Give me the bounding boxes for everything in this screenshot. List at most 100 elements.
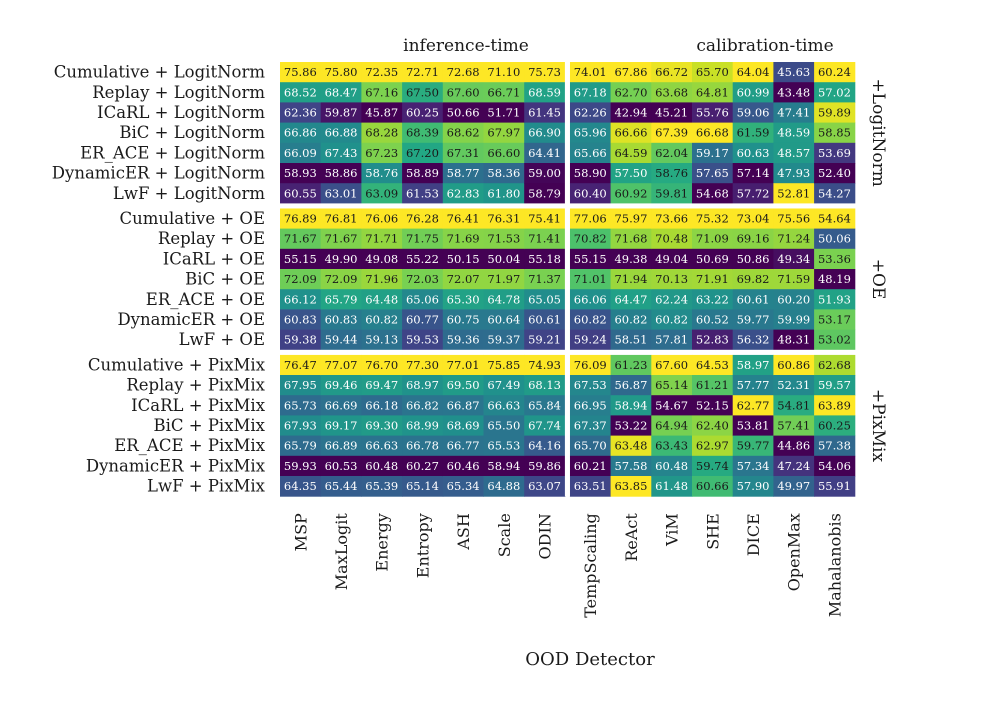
cell-value-label: 58.86 [325,166,358,180]
heatmap-cell [732,82,774,103]
heatmap-cell [320,289,362,310]
heatmap-cell [483,354,525,376]
cell-value-label: 66.69 [325,398,358,412]
cell-value-label: 59.77 [737,439,770,453]
cell-value-label: 64.47 [614,292,647,306]
cell-value-label: 72.09 [284,272,317,286]
heatmap-cell [280,309,322,331]
cell-value-label: 76.28 [406,212,439,226]
heatmap-cell [773,248,815,270]
heatmap-cell [320,62,362,83]
cell-value-label: 60.75 [447,313,480,327]
cell-value-label: 52.83 [696,333,729,347]
heatmap-cell [402,329,444,351]
cell-value-label: 65.14 [655,378,688,392]
cell-value-label: 58.97 [737,358,770,372]
column-label: Scale [495,513,514,557]
heatmap-cell [610,62,652,83]
cell-value-label: 53.22 [614,419,647,433]
heatmap-cell [732,395,774,416]
cell-value-label: 66.88 [325,126,358,140]
heatmap-cell [610,375,652,396]
heatmap-cell [280,163,322,184]
heatmap-cell [651,248,693,270]
cell-value-label: 65.30 [447,292,480,306]
heatmap-cell [280,354,322,376]
heatmap-cell [732,122,774,144]
cell-value-label: 53.69 [818,146,851,160]
heatmap-cell [773,163,815,184]
heatmap-cell [692,289,734,310]
cell-value-label: 68.28 [365,126,398,140]
heatmap-cell [280,248,322,270]
cell-value-label: 75.73 [528,65,561,79]
cell-value-label: 49.04 [655,252,688,266]
column-label: MSP [291,513,310,551]
heatmap-cell [732,415,774,437]
cell-value-label: 66.87 [447,398,480,412]
cell-value-label: 62.97 [696,439,729,453]
heatmap-cell [483,82,525,103]
heatmap-cell [361,269,403,290]
heatmap-cell [732,329,774,351]
heatmap-cell [361,309,403,331]
row-group-label: +OE [868,259,888,300]
heatmap-cell [524,102,566,124]
heatmap-cell [402,102,444,124]
cell-value-label: 75.97 [614,212,647,226]
heatmap-cell [732,228,774,250]
cell-value-label: 62.40 [696,419,729,433]
heatmap-cell [773,269,815,290]
cell-value-label: 55.91 [818,479,851,493]
cell-value-label: 59.89 [818,106,851,120]
heatmap-cell [361,375,403,396]
heatmap-cell [651,142,693,164]
cell-value-label: 68.69 [447,419,480,433]
row-label: ER_ACE + LogitNorm [80,143,265,162]
heatmap-cells: 75.86 68.52 62.36 66.86 66.09 58.93 60.55 75.80… [280,62,856,497]
heatmap-cell [610,183,652,204]
heatmap-cell [483,435,525,457]
cell-value-label: 66.82 [406,398,439,412]
heatmap-cell [320,375,362,396]
column-label: Entropy [413,513,432,578]
heatmap-cell [569,82,612,103]
heatmap-cell [361,435,403,457]
heatmap-cell [361,102,403,124]
heatmap-cell [361,183,403,204]
cell-value-label: 60.40 [574,186,607,200]
column-label: ReAct [622,513,641,562]
heatmap-cell [524,375,566,396]
cell-value-label: 58.76 [365,166,398,180]
row-label: DynamicER + PixMix [86,456,266,475]
cell-value-label: 62.36 [284,106,317,120]
heatmap-cell [402,435,444,457]
cell-value-label: 67.16 [365,85,398,99]
cell-value-label: 52.40 [818,166,851,180]
cell-value-label: 50.15 [447,252,480,266]
cell-value-label: 63.85 [614,479,647,493]
cell-value-label: 57.02 [818,85,851,99]
row-group-label: +LogitNorm [868,79,888,187]
row-group-labels: +LogitNorm +OE +PixMix [868,79,888,463]
heatmap-cell [610,142,652,164]
cell-value-label: 67.39 [655,126,688,140]
cell-value-label: 75.80 [325,65,358,79]
heatmap-cell [692,329,734,351]
cell-value-label: 48.57 [777,146,810,160]
heatmap-cell [361,415,403,437]
heatmap-cell [651,375,693,396]
cell-value-label: 59.13 [365,333,398,347]
row-label: DynamicER + OE [117,310,265,329]
separators [280,62,856,497]
row-label: LwF + OE [179,330,265,349]
cell-value-label: 50.69 [696,252,729,266]
cell-value-label: 61.80 [487,186,520,200]
heatmap-cell [773,208,815,230]
heatmap-cell [569,102,612,124]
cell-value-label: 51.71 [487,106,520,120]
heatmap-cell [610,269,652,290]
cell-value-label: 66.95 [574,398,607,412]
